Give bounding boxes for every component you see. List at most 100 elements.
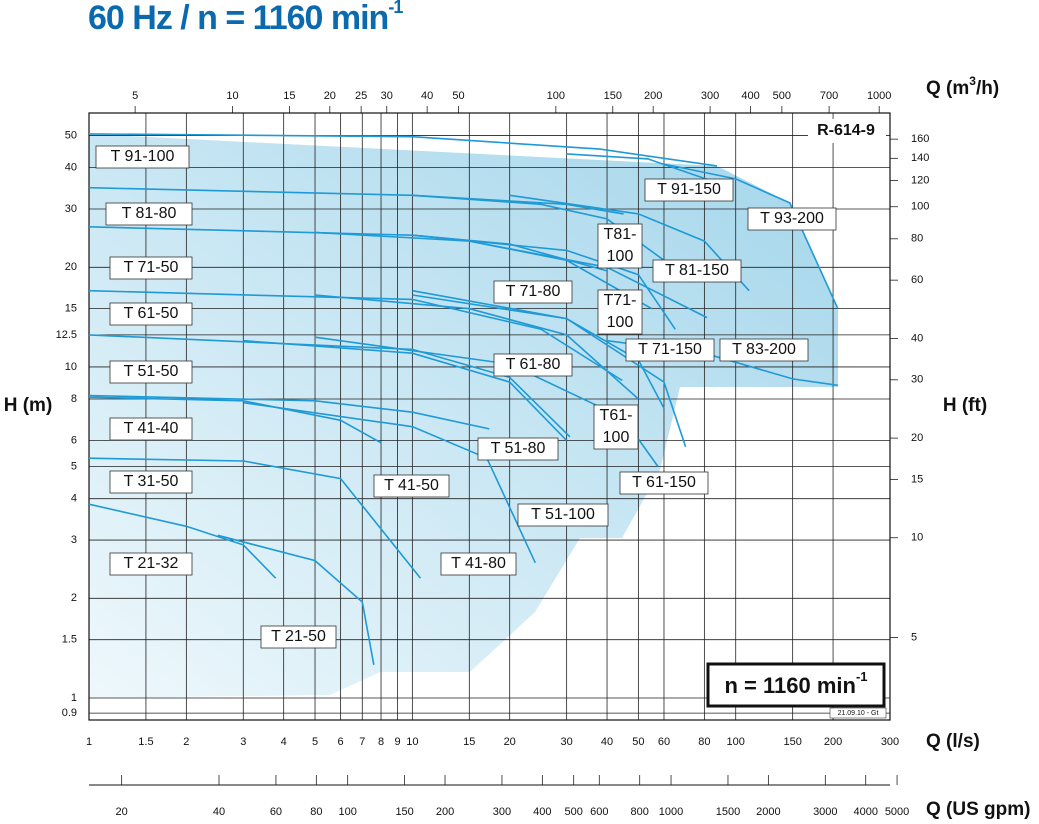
pump-curve [243,339,568,441]
label-box [477,437,559,461]
x2-tick-label: 400 [741,90,759,102]
x2-tick-label: 20 [324,90,336,102]
x2-tick-label: 1000 [867,90,891,102]
y2-tick-label: 60 [911,274,923,286]
y-tick-label: 5 [71,461,77,473]
legend-label: T 31-50 [124,473,179,490]
legend-label: T 41-50 [384,477,439,494]
x-tick-label: 4 [281,736,287,748]
x-tick-label: 2 [183,736,189,748]
x3-tick-label: 500 [565,806,583,818]
x3-tick-label: 60 [270,806,282,818]
x2-tick-label: 10 [226,90,238,102]
x-tick-label: 7 [359,736,365,748]
x-tick-label: 100 [727,736,745,748]
legend-label: T 51-50 [124,363,179,380]
legend-label: T 71-80 [506,283,561,300]
pump-curve [566,153,718,184]
pump-curve [663,163,839,310]
x2-tick-label: 25 [355,90,367,102]
x3-tick-label: 2000 [756,806,780,818]
pump-curve [88,503,277,579]
x3-tick-label: 300 [493,806,511,818]
x3-axis-title: Q (US gpm) [926,799,1031,820]
x2-tick-label: 500 [773,90,791,102]
x-tick-label: 30 [561,736,573,748]
operating-area [89,134,838,698]
legend-label: T 61-50 [124,305,179,322]
y-tick-label: 30 [65,203,77,215]
label-box [625,338,715,362]
legend-label: T 61-150 [632,474,696,491]
x-tick-label: 8 [378,736,384,748]
x2-tick-label: 30 [381,90,393,102]
y-tick-label: 20 [65,261,77,273]
label-box [109,417,193,441]
x-tick-label: 150 [783,736,801,748]
y2-axis-title: H (ft) [943,395,987,416]
y2-tick-label: 40 [911,332,923,344]
y2-tick-label: 20 [911,432,923,444]
label-box [373,474,450,498]
y2-tick-label: 100 [911,201,929,213]
x-tick-label: 9 [395,736,401,748]
label-box [260,625,337,649]
x2-tick-label: 40 [421,90,433,102]
label-box [109,302,193,326]
x-tick-label: 15 [463,736,475,748]
x-tick-label: 1.5 [138,736,153,748]
footnote-box [829,707,887,719]
y-tick-label: 8 [71,393,77,405]
x-tick-label: 3 [240,736,246,748]
legend-label: T 61-80 [506,356,561,373]
speed-label: n = 1160 min-1 [724,669,867,697]
pump-curve [88,334,571,438]
y2-tick-label: 120 [911,174,929,186]
label-box [597,223,643,269]
label-box [109,552,193,576]
x3-tick-label: 80 [310,806,322,818]
y2-tick-label: 80 [911,233,923,245]
x3-tick-label: 600 [590,806,608,818]
legend-label: T61-100 [600,407,633,446]
pump-curve [88,394,490,430]
pump-curve [412,294,665,409]
label-box [517,503,609,527]
x2-tick-label: 300 [701,90,719,102]
label-box [593,404,639,450]
pump-curve [412,289,687,448]
y-tick-label: 40 [65,162,77,174]
legend-label: T 81-150 [665,262,729,279]
legend-label: T71-100 [604,292,637,331]
x2-tick-label: 5 [132,90,138,102]
x-tick-label: 60 [658,736,670,748]
label-box [95,145,190,169]
x2-axis-title: Q (m3/h) [926,74,999,99]
label-box [109,360,193,384]
legend-label: T 91-100 [111,148,175,165]
x3-tick-label: 800 [631,806,649,818]
x-tick-label: 300 [881,736,899,748]
label-box [619,471,709,495]
legend-label: T 21-32 [124,555,179,572]
x3-tick-label: 4000 [853,806,877,818]
label-box [105,202,193,226]
pump-curve [88,396,382,444]
legend-label: T 41-80 [451,555,506,572]
x2-tick-label: 150 [604,90,622,102]
code-box [808,119,886,143]
legend-label: T 41-40 [124,420,179,437]
x-axis-title: Q (l/s) [926,731,980,752]
x3-tick-label: 1500 [716,806,740,818]
y-tick-label: 1 [71,692,77,704]
legend-label: T 71-150 [638,341,702,358]
y-tick-label: 50 [65,129,77,141]
speed-box [706,662,886,708]
y-tick-label: 2 [71,592,77,604]
label-box [109,256,193,280]
y-tick-label: 12.5 [56,329,77,341]
label-box [719,338,809,362]
y-tick-label: 15 [65,303,77,315]
y-tick-label: 0.9 [62,707,77,719]
